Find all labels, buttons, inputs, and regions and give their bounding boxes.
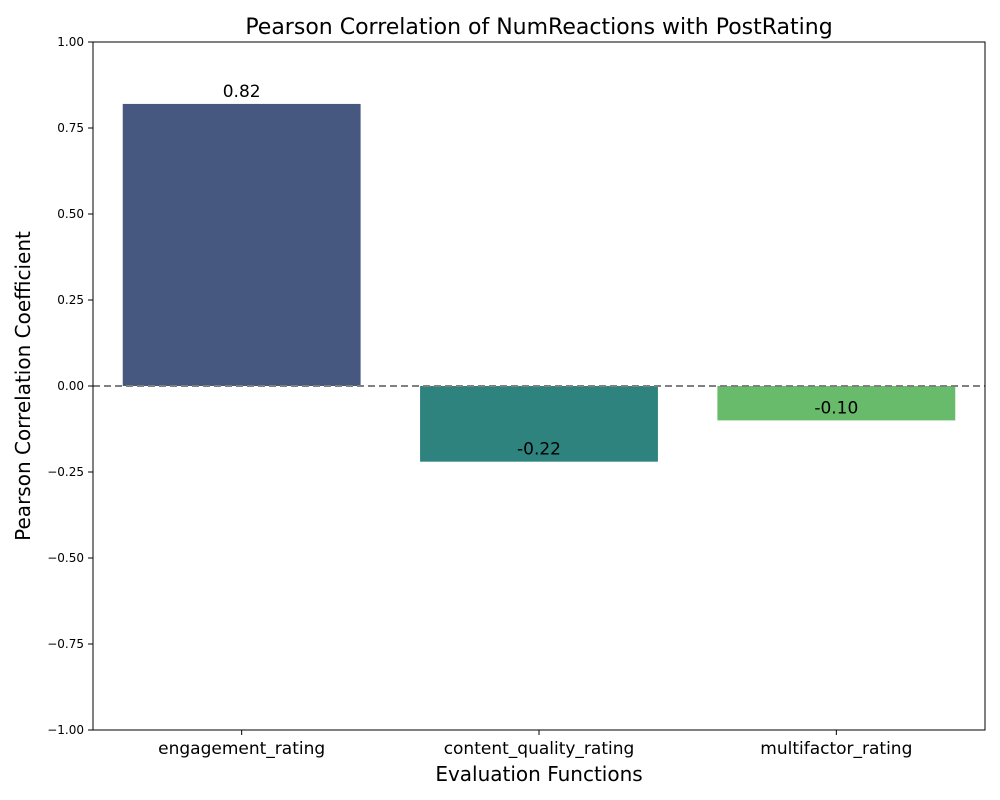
- x-axis-label: Evaluation Functions: [435, 762, 642, 786]
- y-tick-label: −0.50: [47, 551, 84, 565]
- y-tick-label: 0.00: [57, 379, 84, 393]
- bar-engagement_rating: [122, 103, 361, 387]
- y-tick-label: −0.75: [47, 637, 84, 651]
- y-axis-label: Pearson Correlation Coefficient: [11, 231, 35, 541]
- bar-content_quality_rating: [420, 386, 658, 462]
- bar-value-label: -0.22: [517, 440, 561, 460]
- y-tick-label: 0.50: [57, 207, 84, 221]
- y-tick-label: −1.00: [47, 723, 84, 737]
- x-tick-label: multifactor_rating: [760, 739, 912, 759]
- bar-value-label: 0.82: [223, 82, 261, 102]
- x-axis-ticks: engagement_rating content_quality_rating m…: [158, 730, 912, 759]
- y-tick-label: 0.75: [57, 121, 84, 135]
- data-labels-layer: 0.82 -0.22 -0.10: [223, 82, 859, 460]
- chart-title: Pearson Correlation of NumReactions with…: [245, 15, 832, 40]
- bar-multifactor_rating: [717, 386, 956, 421]
- bar-value-label: -0.10: [814, 398, 858, 418]
- bars-layer: [122, 103, 956, 462]
- y-tick-label: 0.25: [57, 293, 84, 307]
- y-axis-ticks: −1.00 −0.75 −0.50 −0.25 0.00 0.25 0.50 0.75 1.00: [47, 35, 93, 737]
- x-tick-label: engagement_rating: [158, 739, 325, 759]
- y-tick-label: 1.00: [57, 35, 84, 49]
- x-tick-label: content_quality_rating: [444, 739, 635, 759]
- y-tick-label: −0.25: [47, 465, 84, 479]
